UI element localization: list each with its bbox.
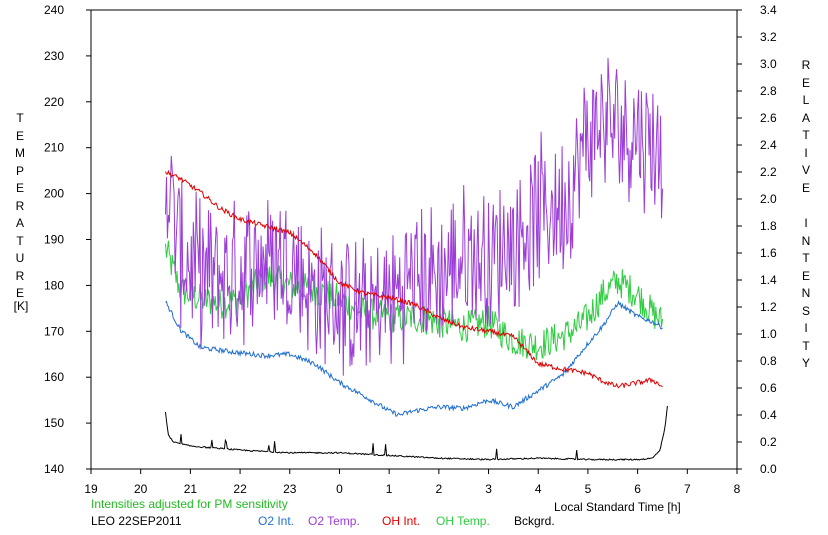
left-tick-label: 200 (44, 187, 64, 201)
left-tick-label: 220 (44, 95, 64, 109)
axis-title-letter: M (15, 146, 25, 160)
left-tick-label: 140 (44, 462, 64, 476)
left-tick-label: 160 (44, 370, 64, 384)
left-tick-label: 190 (44, 233, 64, 247)
axis-title-letter: E (15, 128, 24, 143)
right-tick-label: 0.0 (760, 462, 777, 476)
axis-title-letter: N (801, 286, 811, 300)
right-tick-label: 1.8 (760, 219, 777, 233)
left-tick-label: 170 (44, 324, 64, 338)
axis-title-letter: R (15, 268, 25, 283)
axis-title-letter: E (801, 180, 810, 195)
axis-title-letter: E (801, 75, 810, 90)
axis-title-letter: E (15, 181, 24, 195)
axis-title-letter (799, 197, 813, 215)
right-tick-label: 2.4 (760, 138, 777, 152)
axis-title-letter: A (801, 110, 810, 125)
axis-title-letter: Y (801, 356, 810, 370)
axis-title-letter: I (804, 145, 808, 160)
axis-title-letter: U (15, 251, 25, 265)
axis-title-letter: E (15, 286, 24, 300)
legend-oh-temp: OH Temp. (436, 514, 490, 528)
x-tick-label: 23 (283, 482, 297, 496)
axis-title-letter: T (802, 338, 810, 353)
x-tick-label: 20 (134, 482, 148, 496)
axis-title-letter: T (802, 251, 810, 265)
x-tick-label: 2 (436, 482, 443, 496)
x-tick-label: 1 (386, 482, 393, 496)
right-tick-label: 0.4 (760, 408, 777, 422)
axis-title-letter: N (801, 233, 811, 248)
station-date: LEO 22SEP2011 (91, 514, 182, 528)
x-tick-label: 6 (634, 482, 641, 496)
legend-o2-temp: O2 Temp. (308, 514, 360, 528)
left-tick-label: 240 (44, 3, 64, 17)
axis-title-letter: S (801, 303, 810, 318)
axis-title-letter: T (16, 111, 24, 125)
left-tick-label: 230 (44, 49, 64, 63)
left-tick-label: 210 (44, 141, 64, 155)
axis-title-letter: T (802, 128, 810, 142)
x-tick-label: 5 (585, 482, 592, 496)
right-tick-label: 2.0 (760, 192, 777, 206)
x-tick-label: 21 (184, 482, 198, 496)
axis-title-letter: V (801, 163, 810, 177)
series-line-bckgrd (165, 405, 668, 461)
right-tick-label: 0.8 (760, 354, 777, 368)
x-tick-label: 8 (734, 482, 741, 496)
legend-oh-int: OH Int. (382, 514, 421, 528)
x-tick-label: 7 (684, 482, 691, 496)
left-tick-label: 180 (44, 278, 64, 292)
axis-title-letter: R (801, 58, 811, 72)
right-tick-label: 1.6 (760, 246, 777, 260)
x-tick-label: 3 (485, 482, 492, 496)
right-tick-label: 0.2 (760, 435, 777, 449)
axis-title-letter: L (802, 93, 810, 107)
axis-title-letter: E (801, 268, 810, 283)
axis-title-letter: I (804, 321, 808, 335)
right-tick-label: 0.6 (760, 381, 777, 395)
x-axis-title: Local Standard Time [h] (554, 500, 681, 514)
right-tick-label: 2.6 (760, 111, 777, 125)
axis-title-letter: R (15, 198, 25, 213)
x-tick-label: 22 (233, 482, 247, 496)
x-tick-label: 0 (336, 482, 343, 496)
axis-title-letter: P (15, 163, 24, 178)
right-tick-label: 1.2 (760, 300, 777, 314)
legend-o2-int: O2 Int. (258, 514, 295, 528)
legend-bckgrd: Bckgrd. (514, 514, 555, 528)
right-tick-label: 3.0 (760, 57, 777, 71)
right-tick-label: 1.4 (760, 273, 777, 287)
right-tick-label: 2.8 (760, 84, 777, 98)
left-tick-label: 150 (44, 416, 64, 430)
sensitivity-note: Intensities adjusted for PM sensitivity (91, 497, 288, 511)
axis-title-letter: I (804, 216, 808, 230)
axis-title-letter: A (15, 216, 24, 230)
right-tick-label: 1.0 (760, 327, 777, 341)
left-axis-unit: [K] (13, 299, 29, 313)
right-tick-label: 2.2 (760, 165, 777, 179)
series-line-o2-int (165, 300, 663, 417)
right-tick-label: 3.4 (760, 3, 777, 17)
right-tick-label: 3.2 (760, 30, 777, 44)
plot-frame (90, 9, 738, 470)
x-tick-label: 19 (84, 482, 98, 496)
x-tick-label: 4 (535, 482, 542, 496)
series-line-oh-int (165, 169, 663, 389)
axis-title-letter: T (16, 233, 24, 248)
